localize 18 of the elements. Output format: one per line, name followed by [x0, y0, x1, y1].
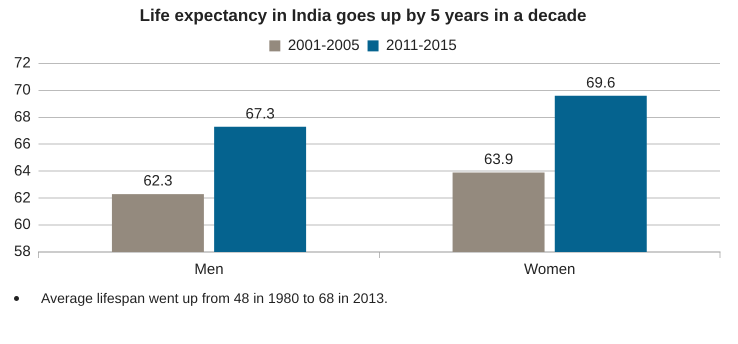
- data-label: 67.3: [246, 105, 275, 122]
- text: Average lifespan went up from 48 in 1980 to 68 in 2013.: [41, 290, 388, 306]
- y-tick-label: 72: [14, 54, 31, 72]
- data-label: 63.9: [484, 151, 514, 168]
- y-tick-label: 66: [14, 135, 31, 152]
- y-tick-label: 60: [14, 216, 31, 234]
- y-tick-label: 62: [14, 189, 31, 206]
- legend-label: 2011-2015: [386, 37, 457, 54]
- y-tick-label: 70: [14, 81, 31, 98]
- x-tick-label: Men: [194, 261, 224, 278]
- x-tick-label: Women: [524, 261, 576, 278]
- y-tick-label: 58: [14, 243, 31, 260]
- y-tick-label: 68: [14, 108, 31, 126]
- data-label: 62.3: [143, 172, 173, 190]
- y-tick-label: 64: [14, 162, 31, 180]
- chart-title: Life expectancy in India goes up by 5 years in a decade: [140, 6, 586, 25]
- data-label: 69.6: [586, 74, 616, 92]
- legend-label: 2001-2005: [288, 37, 360, 54]
